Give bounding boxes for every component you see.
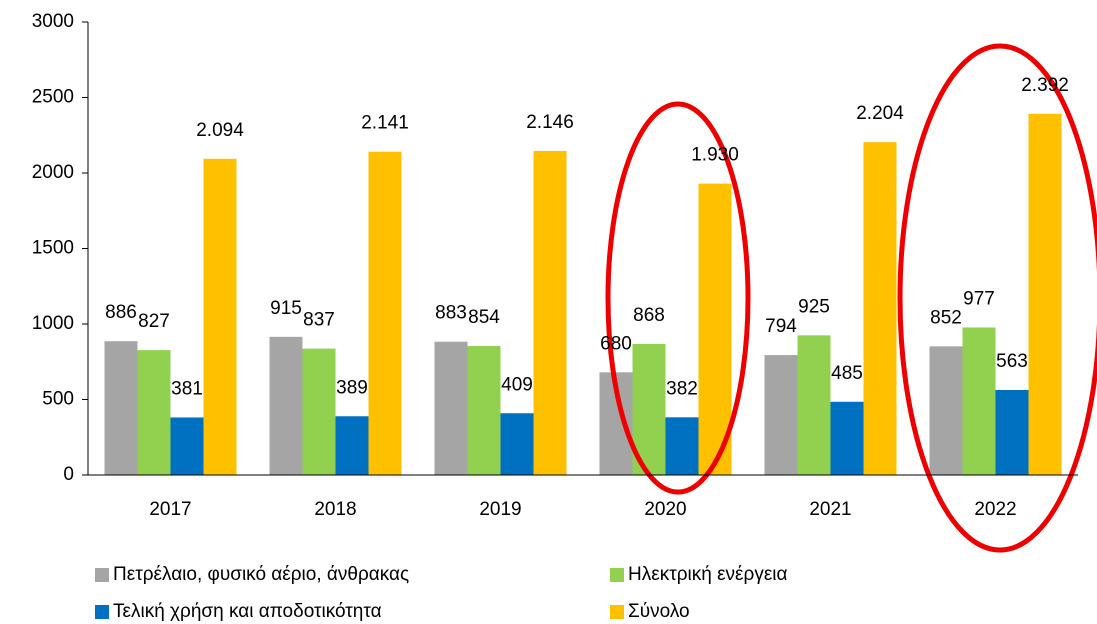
data-label: 854 (468, 307, 500, 328)
bar (368, 151, 402, 476)
bar (962, 327, 996, 475)
bar (335, 416, 369, 475)
bar (137, 350, 171, 475)
data-label: 563 (996, 351, 1028, 372)
bar (269, 336, 303, 475)
data-label: 827 (138, 311, 170, 332)
data-label: 925 (798, 296, 830, 317)
data-label: 2.094 (196, 120, 244, 141)
data-label: 2.141 (361, 113, 409, 134)
data-label: 915 (270, 298, 302, 319)
bar (665, 417, 699, 475)
x-tick-label: 2019 (479, 499, 521, 520)
y-tick-label: 0 (63, 464, 74, 485)
bar (434, 341, 468, 475)
data-label: 868 (633, 305, 665, 326)
bar (1028, 113, 1062, 476)
bar (467, 346, 501, 475)
legend-swatch (95, 568, 109, 582)
x-tick-label: 2020 (644, 499, 686, 520)
bar (764, 355, 798, 475)
y-tick-label: 2500 (32, 87, 74, 108)
data-label: 381 (171, 378, 203, 399)
bar (929, 346, 963, 475)
data-label: 977 (963, 288, 995, 309)
data-label: 883 (435, 303, 467, 324)
data-label: 2.204 (856, 103, 904, 124)
legend-swatch (610, 568, 624, 582)
y-tick-label: 1500 (32, 238, 74, 259)
data-label: 2.392 (1021, 75, 1069, 96)
data-label: 389 (336, 377, 368, 398)
data-label: 409 (501, 374, 533, 395)
y-tick-label: 500 (42, 389, 74, 410)
bar (797, 335, 831, 475)
data-label: 382 (666, 378, 698, 399)
legend-label: Τελική χρήση και αποδοτικότητα (113, 601, 382, 622)
bar (203, 158, 237, 475)
bar (830, 401, 864, 475)
x-tick-label: 2021 (809, 499, 851, 520)
highlight-ellipse (897, 43, 1097, 553)
data-label: 1.930 (691, 145, 739, 166)
y-tick-label: 3000 (32, 11, 74, 32)
bar (302, 348, 336, 475)
bar (533, 150, 567, 476)
data-label: 852 (930, 307, 962, 328)
data-label: 794 (765, 316, 797, 337)
y-tick-label: 1000 (32, 313, 74, 334)
bar (170, 417, 204, 475)
data-label: 2.146 (526, 112, 574, 133)
bar (104, 341, 138, 475)
x-tick-label: 2017 (149, 499, 191, 520)
x-tick-label: 2022 (974, 499, 1016, 520)
data-label: 485 (831, 363, 863, 384)
legend-swatch (95, 605, 109, 619)
y-tick-label: 2000 (32, 162, 74, 183)
data-label: 886 (105, 302, 137, 323)
legend-label: Πετρέλαιο, φυσικό αέριο, άνθρακας (113, 564, 409, 585)
highlight-ellipse (605, 101, 751, 495)
bar (995, 389, 1029, 475)
legend-swatch (610, 605, 624, 619)
legend-label: Ηλεκτρική ενέργεια (628, 564, 788, 585)
bar (698, 183, 732, 475)
x-tick-label: 2018 (314, 499, 356, 520)
bar (500, 413, 534, 475)
data-label: 837 (303, 310, 335, 331)
data-label: 680 (600, 333, 632, 354)
legend-label: Σύνολο (628, 601, 690, 622)
bar (863, 142, 897, 476)
